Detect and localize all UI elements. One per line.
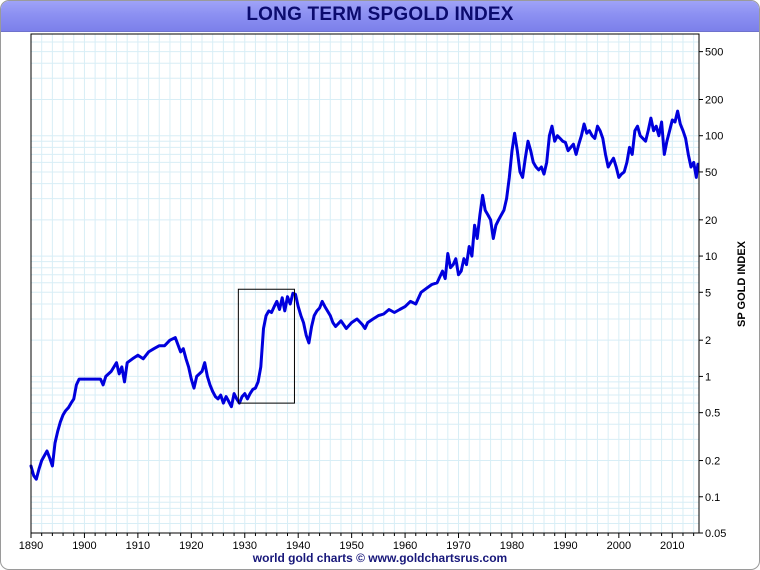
y-tick-label: 0.5: [705, 408, 720, 420]
x-tick-label: 1920: [179, 540, 203, 552]
x-tick-label: 1900: [72, 540, 96, 552]
y-axis-label: SP GOLD INDEX: [736, 240, 748, 327]
y-tick-label: 10: [705, 251, 717, 263]
annotation-box: [237, 288, 295, 404]
x-tick-label: 1890: [19, 540, 43, 552]
x-tick-label: 1940: [286, 540, 310, 552]
title-bar: LONG TERM SPGOLD INDEX: [1, 1, 759, 32]
y-tick-label: 200: [705, 94, 723, 106]
plot-border: [30, 33, 700, 534]
y-tick-label: 0.05: [705, 528, 726, 540]
y-tick-label: 2: [705, 335, 711, 347]
x-tick-label: 1980: [500, 540, 524, 552]
plot-area: [31, 34, 699, 533]
footer-credit: world gold charts © www.goldchartsrus.co…: [252, 551, 508, 565]
x-tick-label: 1950: [339, 540, 363, 552]
x-tick-label: 2010: [660, 540, 684, 552]
y-tick-label: 100: [705, 131, 723, 143]
y-tick-label: 5: [705, 287, 711, 299]
y-tick-label: 0.1: [705, 492, 720, 504]
x-tick-label: 2000: [607, 540, 631, 552]
x-tick-label: 1970: [446, 540, 470, 552]
x-tick-label: 1960: [393, 540, 417, 552]
y-tick-label: 500: [705, 47, 723, 59]
y-tick-label: 0.2: [705, 456, 720, 468]
y-tick-label: 20: [705, 215, 717, 227]
annotation-layer: [237, 288, 295, 404]
y-tick-label: 50: [705, 167, 717, 179]
grid: [31, 33, 699, 534]
x-tick-label: 1930: [233, 540, 257, 552]
x-tick-label: 1910: [126, 540, 150, 552]
series-layer: [29, 109, 700, 481]
x-tick-label: 1990: [553, 540, 577, 552]
series-line: [29, 109, 700, 481]
chart-title: LONG TERM SPGOLD INDEX: [246, 4, 514, 25]
y-tick-label: 1: [705, 371, 711, 383]
